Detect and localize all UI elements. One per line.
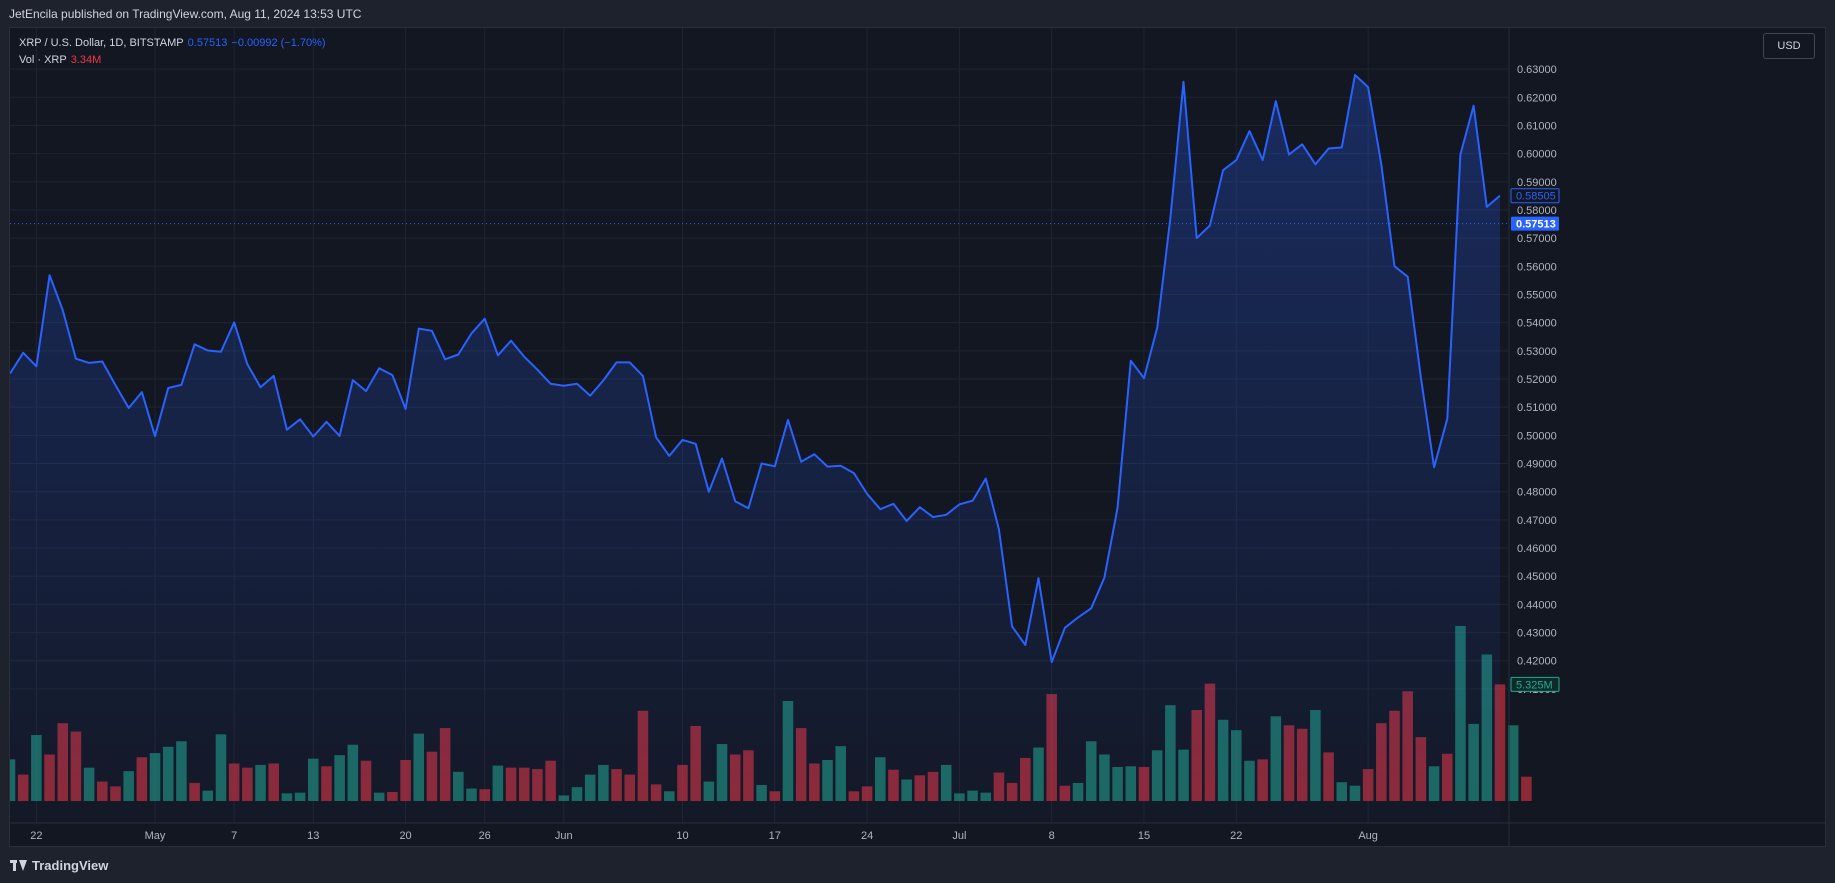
volume-last-tag: [1510, 676, 1560, 692]
volume-bar: [1521, 776, 1532, 801]
x-tick-label: 26: [479, 830, 491, 842]
y-tick-label: 0.47000: [1517, 515, 1557, 527]
y-tick-label: 0.53000: [1517, 346, 1557, 358]
price-line: [10, 74, 1501, 664]
brand-name: TradingView: [32, 858, 109, 873]
y-tick-label: 0.51000: [1517, 402, 1557, 414]
volume-last-label: 5.325M: [1516, 679, 1553, 691]
y-tick-label: 0.56000: [1517, 261, 1557, 273]
x-tick-label: 7: [231, 830, 237, 842]
price-area-fill: [10, 75, 1500, 823]
last-price-label: 0.57513: [1516, 219, 1556, 231]
y-tick-label: 0.46000: [1517, 543, 1557, 555]
x-tick-label: May: [145, 830, 166, 842]
y-tick-label: 0.43000: [1517, 628, 1557, 640]
legend-symbol[interactable]: XRP / U.S. Dollar, 1D, BITSTAMP: [19, 37, 184, 49]
x-tick-label: 22: [1230, 830, 1242, 842]
y-tick-label: 0.48000: [1517, 487, 1557, 499]
x-tick-label: Jun: [555, 830, 573, 842]
x-tick-label: 22: [30, 830, 42, 842]
tradingview-brand[interactable]: TradingView: [10, 858, 108, 873]
chart-area[interactable]: 0.63000 0.62000 0.61000 0.60000 0.59000 0.580…: [9, 27, 1826, 847]
y-tick-label: 0.42000: [1517, 656, 1557, 668]
y-tick-label: 0.49000: [1517, 459, 1557, 471]
y-tick-label: 0.55000: [1517, 289, 1557, 301]
volume-bar: [1507, 725, 1519, 801]
x-tick-label: Jul: [952, 830, 966, 842]
x-tick-label: 15: [1138, 830, 1150, 842]
y-tick-label: 0.62000: [1517, 92, 1557, 104]
y-tick-label: 0.52000: [1517, 374, 1557, 386]
y-tick-label: 0.61000: [1517, 120, 1557, 132]
x-tick-label: 20: [399, 830, 411, 842]
legend-last-price: 0.57513: [187, 37, 228, 49]
chart-legend: XRP / U.S. Dollar, 1D, BITSTAMP 0.57513 −0…: [19, 35, 326, 69]
y-tick-label: 0.44000: [1517, 599, 1557, 611]
x-tick-label: 10: [676, 830, 688, 842]
prev-price-tag: [1510, 188, 1560, 204]
tradingview-logo-icon: [10, 860, 27, 871]
legend-volume-value: 3.34M: [70, 54, 102, 66]
prev-price-label: 0.58505: [1516, 191, 1556, 203]
y-tick-label: 0.45000: [1517, 571, 1557, 583]
top-bar: JetEncila published on TradingView.com, …: [0, 0, 1835, 27]
x-tick-label: 13: [307, 830, 319, 842]
x-tick-label: 24: [861, 830, 873, 842]
y-tick-label: 0.57000: [1517, 233, 1557, 245]
legend-volume-label[interactable]: Vol · XRP: [19, 54, 67, 66]
y-tick-label: 0.59000: [1517, 177, 1557, 189]
footer-bar: TradingView: [0, 847, 1835, 883]
x-tick-label: 8: [1049, 830, 1055, 842]
price-chart-svg[interactable]: 0.63000 0.62000 0.61000 0.60000 0.59000 0.580…: [10, 28, 1826, 847]
y-tick-label: 0.63000: [1517, 64, 1557, 76]
last-price-tag: [1511, 216, 1559, 231]
legend-change: −0.00992 (−1.70%): [231, 37, 326, 49]
currency-unit-button[interactable]: USD: [1763, 33, 1815, 59]
y-tick-label: 0.54000: [1517, 318, 1557, 330]
x-tick-label: 17: [769, 830, 781, 842]
x-tick-label: Aug: [1358, 830, 1378, 842]
y-tick-label: 0.60000: [1517, 149, 1557, 161]
legend-price-row: XRP / U.S. Dollar, 1D, BITSTAMP 0.57513 −0…: [19, 35, 326, 52]
y-tick-label: 0.58000: [1517, 205, 1557, 217]
legend-volume-row: Vol · XRP 3.34M: [19, 52, 326, 69]
y-tick-label: 0.50000: [1517, 430, 1557, 442]
publisher-caption: JetEncila published on TradingView.com, …: [9, 7, 362, 21]
